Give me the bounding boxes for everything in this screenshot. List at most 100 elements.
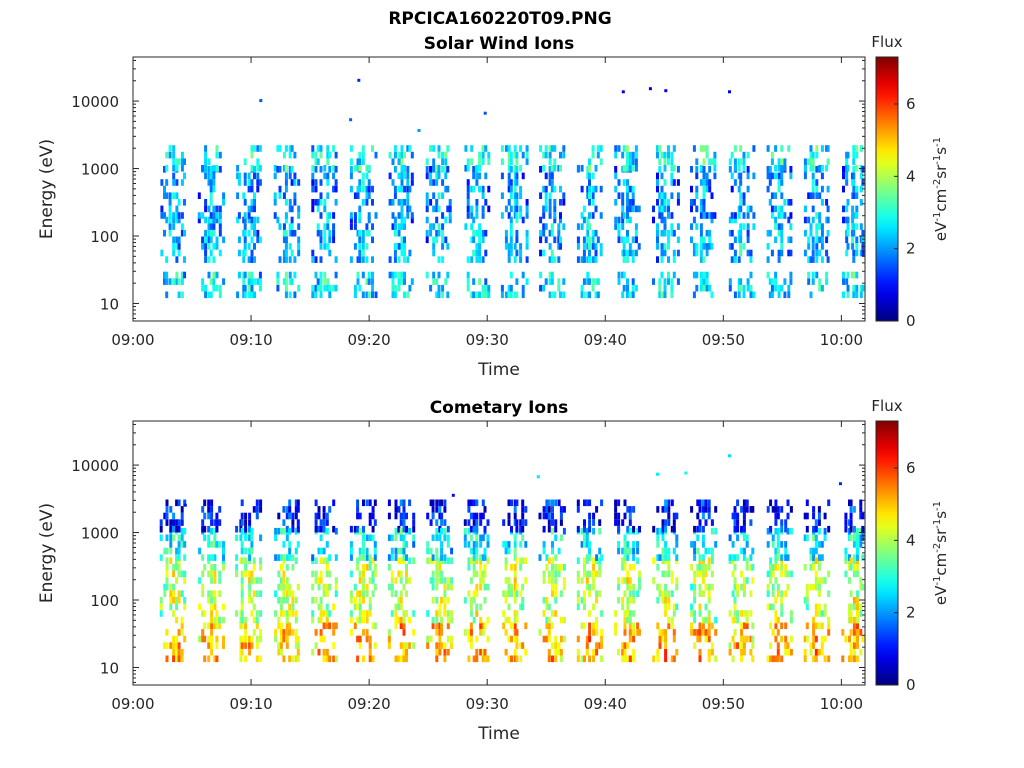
- heatmap-cell: [638, 577, 641, 584]
- heatmap-cell: [314, 629, 318, 636]
- heatmap-cell: [656, 655, 660, 663]
- heatmap-cell: [507, 256, 511, 263]
- heatmap-cell: [314, 570, 318, 578]
- heatmap-cell: [284, 179, 288, 186]
- heatmap-cell: [247, 216, 251, 224]
- heatmap-cell: [852, 185, 856, 193]
- heatmap-cell: [319, 547, 323, 555]
- heatmap-cell: [285, 512, 289, 520]
- heatmap-cell: [290, 223, 294, 230]
- heatmap-cell: [169, 534, 173, 542]
- heatmap-cell: [210, 506, 214, 513]
- heatmap-cell: [509, 166, 513, 173]
- heatmap-cell: [353, 597, 357, 604]
- heatmap-cell: [481, 622, 485, 630]
- heatmap-cell: [277, 527, 281, 535]
- heatmap-cell: [240, 577, 244, 584]
- heatmap-cell: [356, 603, 360, 611]
- heatmap-cell: [391, 271, 395, 279]
- heatmap-cell: [690, 506, 694, 513]
- heatmap-cell: [469, 557, 473, 564]
- heatmap-cell: [391, 158, 395, 165]
- heatmap-cell: [562, 564, 566, 571]
- heatmap-cell: [425, 166, 429, 173]
- heatmap-cell: [728, 216, 732, 224]
- heatmap-cell: [349, 590, 353, 597]
- heatmap-cell: [623, 642, 627, 649]
- heatmap-cell: [702, 243, 706, 250]
- heatmap-cell: [861, 583, 865, 591]
- heatmap-cell: [290, 229, 294, 237]
- heatmap-cell: [172, 512, 176, 520]
- heatmap-cell: [770, 158, 774, 165]
- heatmap-cell: [478, 151, 482, 159]
- heatmap-cell: [510, 655, 513, 663]
- heatmap-cell: [371, 512, 375, 520]
- heatmap-cell: [374, 151, 378, 159]
- heatmap-cell: [559, 648, 563, 656]
- heatmap-cell: [218, 205, 222, 213]
- heatmap-cell: [397, 158, 401, 165]
- heatmap-cell: [708, 212, 712, 219]
- heatmap-cell: [789, 527, 793, 535]
- heatmap-cell: [175, 554, 179, 561]
- heatmap-cell: [676, 179, 680, 186]
- heatmap-cell: [539, 216, 543, 224]
- heatmap-cell: [478, 172, 482, 180]
- heatmap-cell: [814, 622, 818, 630]
- heatmap-cell: [294, 655, 298, 663]
- heatmap-cell: [591, 192, 595, 199]
- heatmap-cell: [746, 185, 750, 193]
- heatmap-cell: [163, 590, 167, 597]
- heatmap-cell: [250, 216, 254, 224]
- heatmap-cell: [394, 534, 398, 542]
- heatmap-cell: [705, 172, 709, 180]
- heatmap-cell: [733, 145, 737, 152]
- heatmap-cell: [390, 547, 394, 555]
- heatmap-cell: [165, 570, 169, 578]
- heatmap-cell: [789, 506, 793, 513]
- heatmap-cell: [240, 622, 244, 630]
- heatmap-cell: [163, 642, 167, 649]
- heatmap-cell: [701, 541, 705, 548]
- heatmap-cell: [393, 291, 397, 299]
- heatmap-cell: [446, 648, 450, 656]
- heatmap-cell: [774, 622, 778, 630]
- heatmap-cell: [177, 629, 181, 636]
- heatmap-cell: [664, 499, 668, 507]
- heatmap-cell: [807, 278, 811, 285]
- heatmap-cell: [780, 635, 784, 643]
- heatmap-cell: [180, 512, 184, 520]
- heatmap-cell: [240, 603, 244, 611]
- heatmap-cell: [596, 291, 600, 299]
- heatmap-cell: [544, 236, 548, 244]
- heatmap-cell: [710, 243, 714, 250]
- heatmap-cell: [588, 499, 592, 507]
- heatmap-cell: [701, 577, 705, 584]
- heatmap-cell: [311, 185, 315, 193]
- heatmap-cell: [588, 570, 592, 578]
- heatmap-cell: [319, 557, 323, 564]
- heatmap-cell: [705, 284, 709, 292]
- heatmap-cell: [670, 284, 674, 292]
- heatmap-cell: [284, 256, 288, 263]
- heatmap-cell: [746, 223, 750, 230]
- heatmap-cell: [172, 249, 176, 257]
- heatmap-cell: [742, 534, 746, 542]
- heatmap-cell: [406, 166, 410, 173]
- heatmap-cell: [397, 199, 401, 206]
- heatmap-cell: [695, 249, 699, 257]
- heatmap-cell: [851, 216, 855, 224]
- heatmap-cell: [814, 603, 818, 611]
- heatmap-cell: [702, 145, 706, 152]
- heatmap-cell: [387, 554, 391, 561]
- heatmap-cell: [203, 622, 207, 630]
- heatmap-cell: [177, 554, 181, 561]
- heatmap-cell: [842, 205, 845, 213]
- heatmap-cell: [751, 655, 755, 663]
- heatmap-cell: [693, 597, 697, 604]
- colorbar-title: Flux: [871, 33, 902, 51]
- heatmap-cell: [859, 512, 863, 520]
- heatmap-cell: [621, 291, 625, 299]
- heatmap-cell: [592, 603, 596, 611]
